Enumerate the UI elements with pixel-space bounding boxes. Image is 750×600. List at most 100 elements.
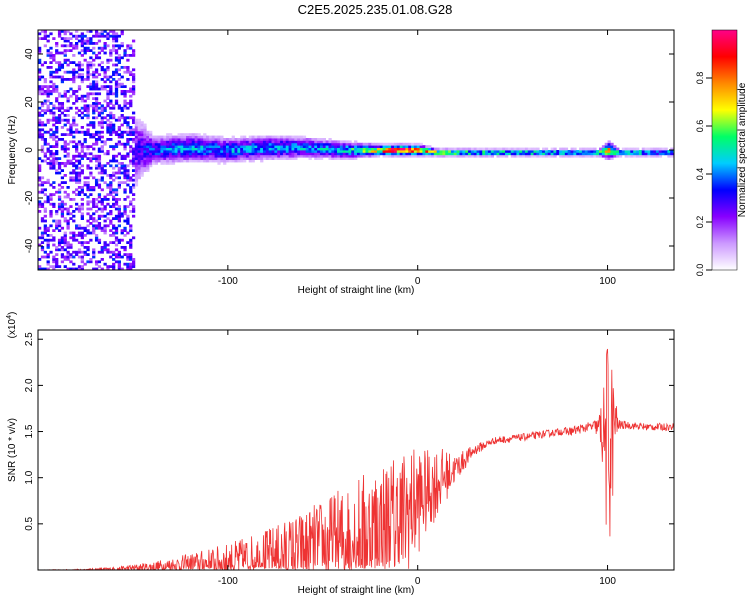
spectrogram-cell	[80, 154, 84, 158]
spectrogram-cell	[131, 162, 136, 165]
spectrogram-cell	[260, 152, 264, 156]
spectrogram-cell	[57, 229, 62, 232]
spectrogram-cell	[134, 157, 139, 160]
spectrogram-cell	[55, 145, 59, 148]
spectrogram-cell	[97, 222, 102, 225]
spectrogram-cell	[146, 133, 150, 136]
spectrogram-cell	[80, 78, 84, 81]
spectrogram-cell	[69, 253, 73, 256]
spectrogram-cell	[77, 224, 82, 228]
spectrogram-cell	[208, 138, 213, 141]
spectrogram-cell	[237, 147, 241, 151]
spectrogram-cell	[288, 138, 292, 141]
spectrogram-cell	[282, 154, 287, 158]
spectrogram-cell	[285, 150, 290, 153]
spectrogram-cell	[610, 142, 614, 146]
spectrogram-cell	[126, 142, 130, 146]
spectrogram-cell	[72, 130, 76, 134]
spectrogram-cell	[157, 142, 161, 146]
spectrogram-cell	[214, 135, 218, 139]
spectrogram-cell	[374, 150, 378, 153]
spectrogram-cell	[134, 140, 139, 144]
spectrogram-cell	[112, 106, 116, 110]
spectrogram-cell	[516, 154, 520, 158]
spectrogram-cell	[43, 255, 47, 259]
spectrogram-cell	[505, 147, 509, 151]
spectrogram-cell	[83, 138, 87, 141]
spectrogram-cell	[129, 90, 133, 93]
spectrogram-cell	[89, 39, 93, 43]
spectrogram-cell	[337, 152, 341, 156]
spectrogram-cell	[433, 152, 438, 156]
spectrogram-cell	[89, 104, 93, 108]
spectrogram-cell	[485, 150, 489, 153]
spectrogram-cell	[60, 44, 65, 48]
spectrogram-cell	[225, 152, 230, 156]
spectrogram-cell	[636, 150, 640, 153]
spectrogram-cell	[97, 265, 102, 268]
spectrogram-cell	[57, 138, 62, 141]
spectrogram-cell	[322, 138, 327, 141]
spectrogram-cell	[505, 150, 509, 153]
spectrogram-cell	[55, 121, 59, 124]
spectrogram-cell	[317, 138, 321, 141]
spectrogram-cell	[40, 109, 45, 112]
spectrogram-cell	[126, 265, 130, 268]
spectrogram-cell	[143, 164, 147, 168]
spectrogram-cell	[126, 44, 130, 48]
spectrogram-cell	[482, 152, 486, 156]
spectrogram-cell	[80, 217, 84, 220]
spectrogram-cell	[573, 147, 577, 151]
spectrogram-cell	[143, 140, 147, 144]
spectrogram-cell	[97, 171, 102, 175]
spectrogram-cell	[371, 154, 375, 158]
spectrogram-cell	[630, 150, 634, 153]
spectrogram-cell	[63, 51, 67, 55]
spectrogram-cell	[49, 238, 53, 242]
spectrogram-cell	[109, 114, 113, 117]
spectrogram-cell	[240, 142, 244, 146]
spectrogram-cell	[89, 157, 93, 160]
spectrogram-cell	[52, 75, 56, 79]
spectrogram-cell	[86, 207, 90, 211]
spectrogram-cell	[217, 142, 221, 146]
spectrogram-cell	[197, 138, 201, 141]
spectrogram-cell	[83, 253, 87, 256]
spectrogram-cell	[422, 152, 426, 156]
snr-y-scale-factor: (x104)	[6, 312, 18, 339]
spectrogram-cell	[120, 229, 124, 232]
spectrogram-cell	[211, 138, 215, 141]
spectrogram-cell	[75, 150, 79, 153]
spectrogram-cell	[129, 246, 133, 249]
y-tick-label: 0.5	[24, 516, 35, 530]
spectrogram-cell	[442, 152, 446, 156]
spectrogram-cell	[151, 162, 156, 165]
spectrogram-cell	[66, 133, 70, 136]
spectrogram-cell	[297, 154, 301, 158]
spectrogram-cell	[77, 193, 82, 196]
spectrogram-cell	[63, 236, 67, 240]
spectrogram-cell	[123, 226, 127, 230]
spectrogram-cell	[171, 140, 176, 144]
spectrogram-cell	[126, 176, 130, 180]
spectrogram-cell	[89, 66, 93, 69]
spectrogram-cell	[262, 157, 267, 160]
spectrogram-cell	[160, 142, 164, 146]
spectrogram-cell	[547, 154, 551, 158]
spectrogram-cell	[636, 154, 640, 158]
spectrogram-cell	[376, 145, 381, 148]
spectrogram-cell	[579, 150, 583, 153]
spectrogram-cell	[442, 147, 446, 151]
spectrogram-cell	[77, 186, 82, 189]
spectrogram-cell	[80, 250, 84, 254]
spectrogram-cell	[40, 205, 45, 208]
spectrogram-cell	[243, 159, 247, 163]
spectrogram-cell	[86, 114, 90, 117]
spectrogram-cell	[220, 140, 224, 144]
spectrogram-cell	[69, 94, 73, 98]
spectrogram-cell	[334, 145, 338, 148]
spectrogram-cell	[251, 147, 255, 151]
spectrogram-cell	[368, 145, 372, 148]
spectrogram-cell	[550, 154, 554, 158]
spectrogram-cell	[80, 226, 84, 230]
